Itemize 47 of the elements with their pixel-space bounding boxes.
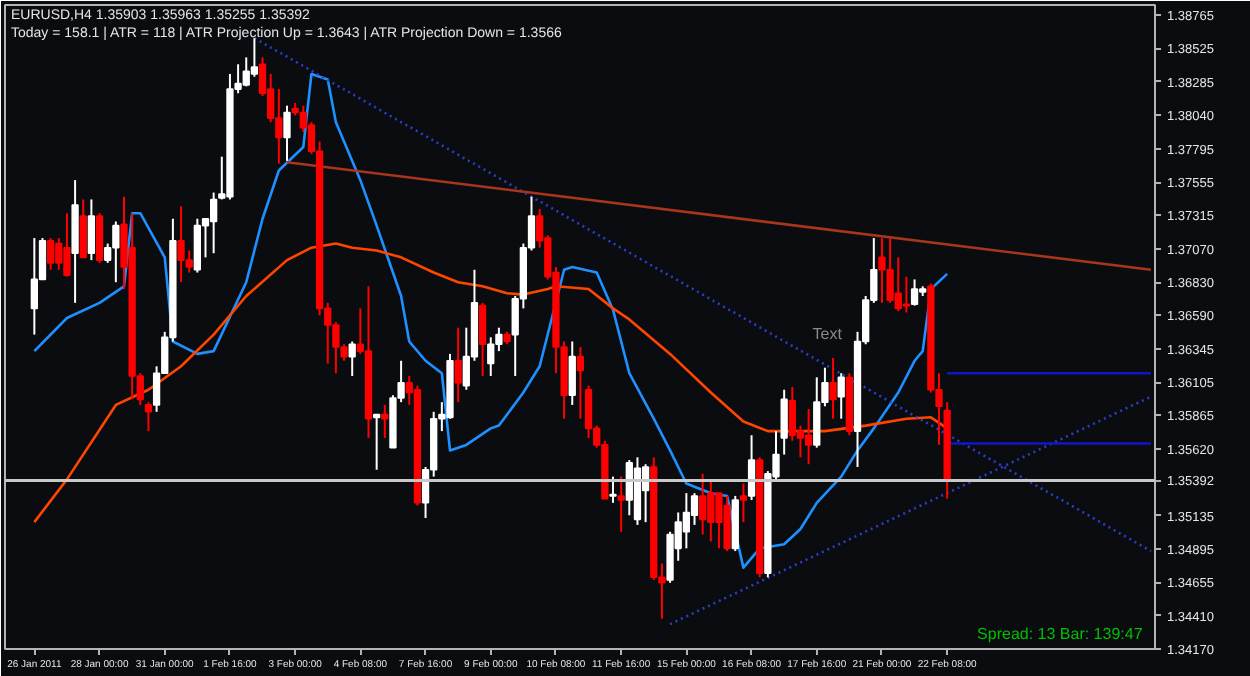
candlestick [699, 472, 707, 536]
candlestick [747, 434, 756, 502]
candlestick [193, 217, 201, 274]
candlestick [829, 357, 837, 420]
candlestick [55, 237, 63, 271]
candlestick [804, 408, 813, 466]
candlestick [723, 494, 731, 553]
candlestick [112, 220, 120, 284]
candlestick [250, 37, 259, 78]
candlestick [46, 237, 55, 271]
candlestick [617, 475, 625, 533]
candlestick [283, 104, 291, 162]
annotation: Spread: 13 Bar: 139:47 [977, 625, 1144, 643]
candlestick [886, 237, 894, 304]
candlestick [454, 326, 462, 404]
candlestick [878, 237, 886, 304]
candlestick [910, 278, 919, 307]
candlestick [739, 482, 748, 524]
candlestick [625, 459, 633, 517]
candlestick [87, 198, 96, 262]
candlestick [715, 492, 723, 550]
candlestick [894, 256, 902, 313]
candlestick [690, 492, 699, 526]
line-series [33, 72, 949, 569]
candlestick [144, 401, 153, 433]
candlestick [95, 212, 104, 264]
candlestick [837, 372, 845, 420]
candlestick [584, 384, 593, 440]
candlestick [63, 212, 71, 278]
candlestick [30, 237, 38, 336]
candlestick [209, 191, 218, 255]
candlestick [487, 336, 495, 377]
candlestick [707, 479, 715, 543]
annotation: Text [812, 325, 844, 344]
candlestick [902, 275, 911, 314]
candlestick [568, 340, 576, 406]
candlestick [576, 346, 585, 420]
candlestick [682, 492, 691, 550]
candlestick [177, 205, 185, 284]
candlestick [79, 198, 87, 259]
candlestick [348, 340, 356, 377]
candlestick [478, 301, 487, 377]
candlestick [609, 475, 617, 504]
candlestick [813, 376, 821, 449]
candlestick [373, 413, 381, 471]
line-series [33, 242, 949, 524]
candlestick [381, 403, 389, 440]
